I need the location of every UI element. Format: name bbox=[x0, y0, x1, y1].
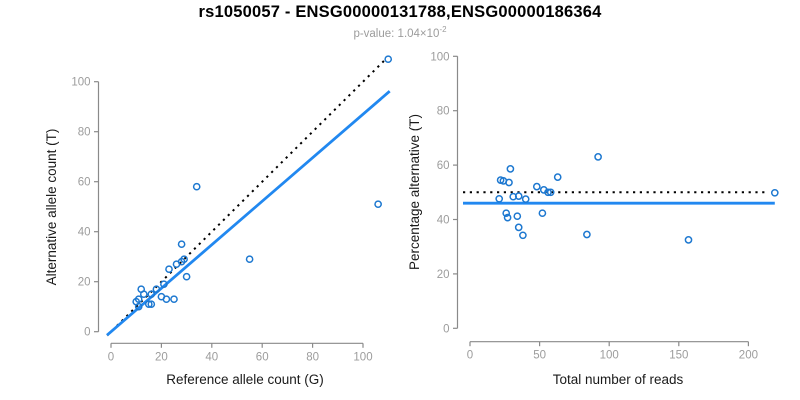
x-tick-label: 100 bbox=[600, 350, 619, 362]
x-tick-label: 20 bbox=[155, 351, 168, 363]
data-point bbox=[134, 295, 143, 304]
data-point bbox=[521, 195, 530, 203]
data-point bbox=[180, 255, 188, 264]
figure-title: rs1050057 - ENSG00000131788,ENSG00000186… bbox=[198, 3, 602, 21]
data-point bbox=[139, 290, 148, 299]
data-point bbox=[503, 213, 512, 222]
data-point bbox=[147, 290, 156, 299]
y-tick-label: 40 bbox=[78, 227, 91, 239]
data-point bbox=[134, 302, 143, 311]
data-point bbox=[245, 255, 254, 264]
data-point bbox=[538, 209, 547, 218]
data-point bbox=[152, 285, 161, 294]
y-tick-label: 0 bbox=[443, 323, 449, 335]
data-point bbox=[165, 265, 173, 274]
x-tick-label: 40 bbox=[205, 351, 218, 363]
p-value-exponent: -2 bbox=[439, 25, 447, 34]
figure-subtitle: p-value: 1.04×10-2 bbox=[0, 25, 800, 40]
data-point bbox=[384, 55, 393, 64]
y-tick-label: 80 bbox=[437, 106, 450, 118]
data-point bbox=[506, 165, 515, 173]
x-tick-label: 150 bbox=[669, 350, 688, 362]
allele-count-scatter-x-axis-title: Reference allele count (G) bbox=[166, 372, 324, 387]
y-tick-label: 20 bbox=[437, 269, 450, 281]
y-tick-label: 20 bbox=[78, 277, 91, 289]
data-point bbox=[192, 182, 201, 191]
data-point bbox=[144, 300, 153, 309]
x-tick-label: 80 bbox=[306, 351, 319, 363]
data-point bbox=[495, 194, 504, 203]
allele-count-scatter-y-axis-title: Alternative allele count (T) bbox=[44, 129, 59, 286]
data-point bbox=[147, 300, 156, 309]
data-point bbox=[546, 188, 555, 197]
x-tick-label: 200 bbox=[739, 350, 758, 362]
data-point bbox=[519, 231, 527, 240]
data-point bbox=[583, 230, 591, 239]
data-point bbox=[502, 209, 511, 218]
data-point bbox=[514, 223, 523, 232]
data-point bbox=[532, 182, 541, 191]
data-point bbox=[160, 280, 168, 289]
allele-count-scatter: 0 20 40 60 80 100 0 20 40 60 80 100 Reference allele… bbox=[44, 55, 393, 387]
x-tick-label: 0 bbox=[108, 351, 114, 363]
y-tick-label: 100 bbox=[71, 77, 90, 89]
x-tick-label: 50 bbox=[533, 350, 546, 362]
y-tick-label: 60 bbox=[78, 177, 91, 189]
data-point bbox=[594, 153, 602, 161]
y-tick-label: 0 bbox=[84, 327, 90, 339]
x-tick-label: 100 bbox=[353, 351, 372, 363]
data-point bbox=[170, 295, 178, 304]
percentage-scatter: 0 20 40 60 80 100 0 50 100 150 200 Total number of … bbox=[407, 51, 779, 387]
x-tick-label: 0 bbox=[467, 350, 473, 362]
data-point bbox=[544, 188, 552, 197]
y-tick-label: 40 bbox=[437, 215, 450, 227]
data-point bbox=[513, 212, 522, 221]
percentage-scatter-y-axis-title: Percentage alternative (T) bbox=[407, 114, 422, 270]
data-point bbox=[177, 240, 186, 249]
data-point bbox=[505, 178, 513, 187]
x-tick-label: 60 bbox=[256, 351, 269, 363]
identity-line bbox=[106, 56, 388, 337]
data-point bbox=[182, 272, 191, 281]
data-point bbox=[684, 236, 693, 244]
data-point bbox=[553, 173, 562, 181]
data-point bbox=[374, 200, 382, 209]
data-point bbox=[162, 295, 171, 304]
percentage-scatter-x-axis-title: Total number of reads bbox=[553, 372, 684, 387]
data-point bbox=[770, 188, 779, 197]
y-tick-label: 80 bbox=[78, 127, 91, 139]
data-point bbox=[509, 192, 518, 201]
p-value-text: p-value: 1.04×10 bbox=[353, 27, 440, 40]
y-tick-label: 100 bbox=[430, 51, 449, 63]
y-tick-label: 60 bbox=[437, 160, 450, 172]
regression-line bbox=[106, 90, 391, 337]
